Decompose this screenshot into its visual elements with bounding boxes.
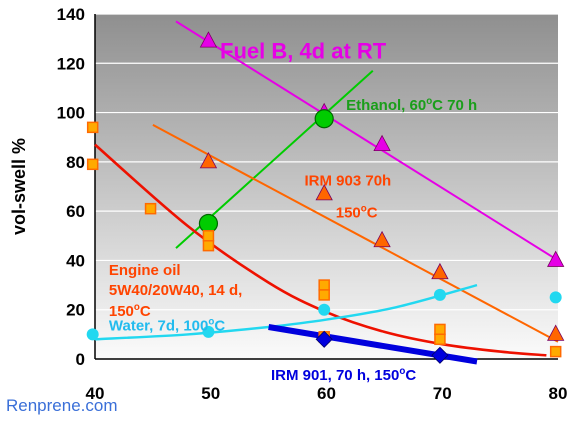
square-marker [144, 202, 157, 215]
trend-line [94, 283, 478, 341]
circle-marker [314, 109, 334, 129]
triangle-marker [431, 262, 449, 280]
triangle-marker [547, 324, 565, 341]
square-marker [549, 345, 562, 358]
square-marker [434, 323, 446, 336]
triangle-marker [547, 250, 565, 267]
x-tick-labels: 40 50 60 70 80 [86, 384, 568, 403]
y-tick-label: 80 [66, 153, 85, 172]
x-tick-label: 70 [433, 384, 452, 403]
square-marker [318, 279, 330, 291]
triangle-marker [199, 152, 218, 169]
triangle-marker [373, 134, 391, 152]
annotation-label: Ethanol, 60oC 70 h [346, 96, 477, 114]
circle-marker [198, 213, 219, 234]
trend-line [175, 20, 559, 262]
data-markers [86, 31, 565, 364]
square-marker [202, 230, 215, 242]
circle-marker [318, 303, 331, 316]
annotation-label: IRM 903 70h [305, 172, 392, 189]
triangle-marker [315, 184, 333, 201]
annotation-label: Water, 7d, 100oC [109, 317, 225, 335]
square-marker [318, 289, 330, 301]
annotation-label: Engine oil [109, 262, 181, 279]
circle-marker [433, 288, 446, 301]
y-tick-labels: 0 20 40 60 80 100 120 140 [57, 5, 85, 369]
x-tick-label: 50 [201, 384, 220, 403]
square-marker [202, 239, 215, 252]
annotation-label: 5W40/20W40, 14 d, [109, 282, 242, 299]
circle-marker [86, 328, 99, 341]
annotation-label: 150oC [109, 302, 151, 320]
y-tick-label: 60 [66, 202, 85, 221]
annotation-label: 150oC [336, 203, 378, 221]
annotation-label: Fuel B, 4d at RT [220, 38, 387, 63]
circle-marker [202, 325, 215, 338]
annotations: Fuel B, 4d at RT Ethanol, 60oC 70 h IRM 90… [109, 38, 477, 384]
diamond-marker [315, 330, 333, 348]
y-tick-label: 120 [57, 54, 85, 73]
y-tick-label: 40 [66, 251, 85, 270]
square-marker [86, 121, 99, 134]
watermark: Renprene.com [6, 396, 118, 415]
square-marker [434, 333, 446, 346]
triangle-marker [373, 230, 391, 248]
annotation-label: IRM 901, 70 h, 150oC [271, 366, 416, 384]
x-tick-label: 80 [549, 384, 568, 403]
x-tick-label: 60 [317, 384, 336, 403]
circle-marker [549, 291, 562, 304]
x-tick-label: 40 [86, 384, 105, 403]
trend-line [94, 143, 547, 357]
y-tick-label: 20 [66, 301, 85, 320]
triangle-marker [199, 31, 218, 48]
y-tick-label: 0 [76, 350, 85, 369]
y-tick-label: 140 [57, 5, 85, 24]
square-marker [86, 158, 99, 171]
y-tick-label: 100 [57, 104, 85, 123]
diamond-marker [431, 346, 449, 364]
trend-line [152, 124, 559, 343]
y-axis-label: vol-swell % [9, 138, 29, 235]
